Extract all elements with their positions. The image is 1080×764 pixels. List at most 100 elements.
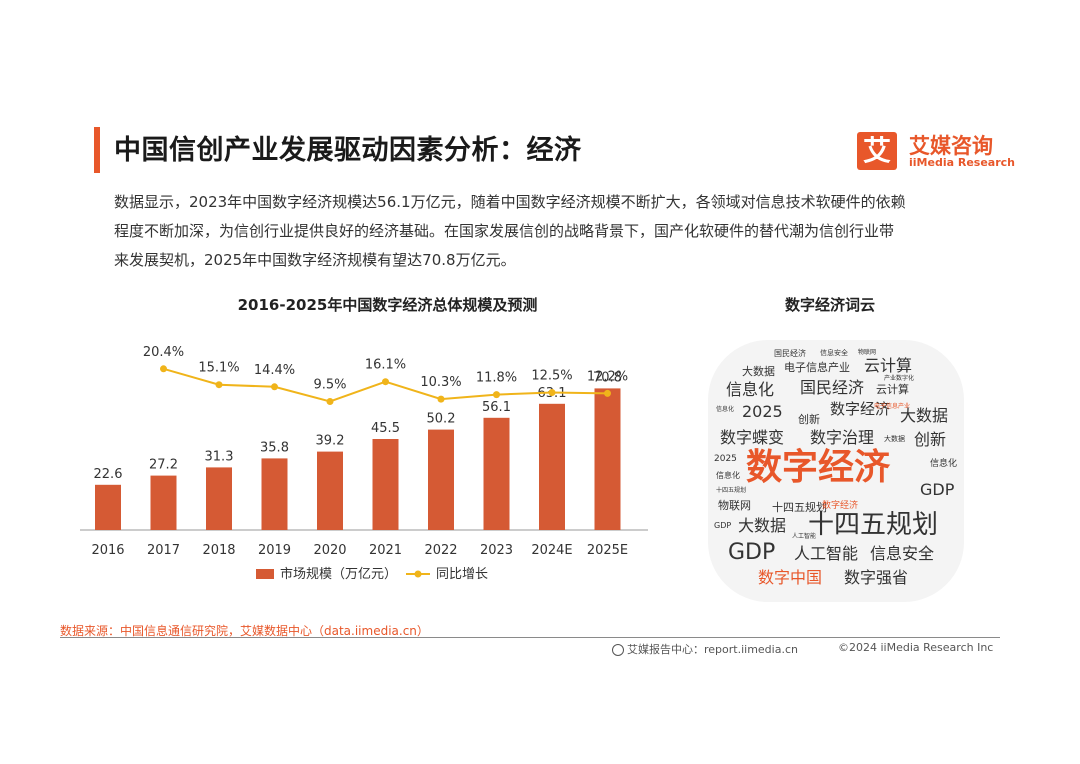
word-cloud-title: 数字经济词云 — [784, 296, 875, 314]
cloud-word: 2025 — [714, 454, 737, 464]
bar-value-label: 39.2 — [316, 434, 345, 449]
growth-value-label: 12.5% — [531, 369, 572, 384]
cloud-word: 数字经济 — [830, 400, 891, 418]
cloud-word: 大数据 — [900, 406, 949, 425]
cloud-word: 创新 — [798, 413, 820, 426]
cloud-word: 信息安全 — [820, 349, 848, 357]
bar-value-label: 22.6 — [94, 467, 123, 482]
description: 数据显示，2023年中国数字经济规模达56.1万亿元，随着中国数字经济规模不断扩… — [114, 188, 964, 275]
cloud-word: 数字中国 — [758, 568, 823, 587]
data-source: 数据来源：中国信息通信研究院，艾媒数据中心（data.iimedia.cn） — [60, 624, 429, 638]
x-tick-label: 2020 — [313, 543, 346, 558]
cloud-word: GDP — [728, 540, 776, 565]
growth-value-label: 20.4% — [143, 345, 184, 360]
cloud-word: 信息安全 — [870, 544, 935, 563]
growth-value-label: 10.3% — [420, 375, 461, 390]
logo-name-en: iiMedia Research — [909, 156, 1015, 169]
cloud-word: 数字蝶变 — [720, 428, 785, 447]
cloud-word: 大数据 — [738, 516, 787, 535]
brand-logo: 艾 艾媒咨询 iiMedia Research — [857, 128, 1057, 172]
growth-point — [548, 389, 556, 396]
growth-point — [493, 391, 500, 399]
bar — [428, 429, 454, 530]
description-line: 程度不断加深，为信创行业提供良好的经济基础。在国家发展信创的战略背景下，国产化软… — [114, 222, 895, 240]
cloud-word: 人工智能 — [792, 533, 817, 540]
cloud-word: 信息化 — [726, 380, 775, 399]
logo-name-cn: 艾媒咨询 — [909, 134, 993, 158]
cloud-word: 信息化 — [716, 471, 740, 480]
footer-divider — [60, 637, 1000, 638]
growth-value-label: 15.1% — [198, 361, 239, 376]
bar — [261, 458, 288, 530]
copyright: ©2024 iiMedia Research Inc — [838, 641, 994, 654]
growth-point — [604, 389, 611, 397]
cloud-word: 云计算 — [864, 356, 913, 375]
growth-value-label: 11.8% — [476, 371, 517, 386]
bar-value-label: 70.8 — [593, 370, 622, 385]
cloud-word: 信息化 — [716, 406, 735, 413]
x-tick-label: 2017 — [147, 543, 180, 558]
globe-icon — [612, 644, 624, 656]
cloud-word: 数字治理 — [810, 428, 875, 447]
bar — [483, 417, 510, 530]
cloud-word: 人工智能 — [794, 544, 859, 563]
bar-value-label: 35.8 — [260, 440, 289, 455]
legend-bar-label: 市场规模（万亿元） — [280, 566, 397, 582]
legend-line-label: 同比增长 — [436, 567, 488, 582]
report-center-text: 艾媒报告中心：report.iimedia.cn — [627, 643, 798, 656]
x-tick-label: 2022 — [424, 543, 457, 558]
description-line: 来发展契机，2025年中国数字经济规模有望达70.8万亿元。 — [114, 251, 516, 269]
cloud-word: 数字强省 — [844, 568, 909, 587]
cloud-word: 大数据 — [742, 365, 775, 378]
growth-value-label: 9.5% — [313, 378, 346, 393]
x-tick-label: 2018 — [202, 543, 235, 558]
growth-value-label: 12.2% — [587, 369, 628, 384]
growth-point — [271, 383, 278, 391]
bar-value-label: 56.1 — [482, 400, 511, 415]
page-title: 中国信创产业发展驱动因素分析：经济 — [114, 135, 582, 166]
cloud-word: GDP — [920, 480, 955, 499]
cloud-word: 物联网 — [718, 499, 751, 512]
bar — [594, 388, 621, 530]
cloud-word: 数字经济 — [746, 447, 891, 488]
cloud-word: 大数据 — [884, 435, 905, 443]
growth-value-label: 16.1% — [365, 358, 406, 373]
description-line: 数据显示，2023年中国数字经济规模达56.1万亿元，随着中国数字经济规模不断扩… — [114, 193, 906, 211]
x-tick-label: 2023 — [480, 543, 513, 558]
logo-mark: 艾 — [857, 132, 897, 170]
cloud-word: 创新 — [914, 430, 947, 449]
growth-point — [437, 395, 445, 403]
word-cloud: 国民经济 信息安全 物联网 大数据 电子信息产业 云计算 产业数字化 信息化 国… — [708, 340, 964, 602]
bar — [539, 403, 565, 530]
cloud-word: 电子信息产业 — [874, 403, 911, 410]
x-tick-label: 2021 — [369, 543, 402, 558]
x-tick-label: 2016 — [91, 543, 124, 558]
cloud-word: 十四五规划 — [772, 501, 827, 514]
cloud-word: 十四五规划 — [716, 487, 747, 494]
cloud-word: 电子信息产业 — [784, 361, 850, 374]
growth-point — [215, 381, 223, 389]
cloud-word: 信息化 — [930, 459, 958, 469]
bar-value-label: 50.2 — [427, 412, 456, 427]
growth-point — [160, 365, 167, 373]
cloud-word: 云计算 — [876, 383, 909, 396]
cloud-word: 国民经济 — [774, 349, 806, 358]
title-accent-bar — [94, 127, 100, 173]
growth-value-label: 14.4% — [254, 363, 295, 378]
x-tick-label: 2025E — [587, 543, 628, 558]
cloud-word: GDP — [714, 521, 732, 530]
cloud-word: 物联网 — [858, 349, 877, 356]
growth-point — [326, 398, 334, 405]
report-center: 艾媒报告中心：report.iimedia.cn — [612, 641, 798, 657]
bar — [150, 475, 177, 530]
cloud-word: 十四五规划 — [808, 510, 939, 540]
bar — [372, 439, 399, 530]
cloud-word: 2025 — [742, 402, 783, 421]
bar — [206, 467, 232, 530]
bar-value-label: 31.3 — [205, 449, 234, 464]
cloud-word: 产业数字化 — [884, 375, 915, 382]
digital-economy-chart: 22.6 2016 27.2 2017 31.3 2018 35.8 2019 39.2 2020… — [80, 345, 648, 582]
bar — [317, 451, 343, 530]
cloud-word: 国民经济 — [800, 378, 865, 397]
bar — [95, 484, 121, 530]
